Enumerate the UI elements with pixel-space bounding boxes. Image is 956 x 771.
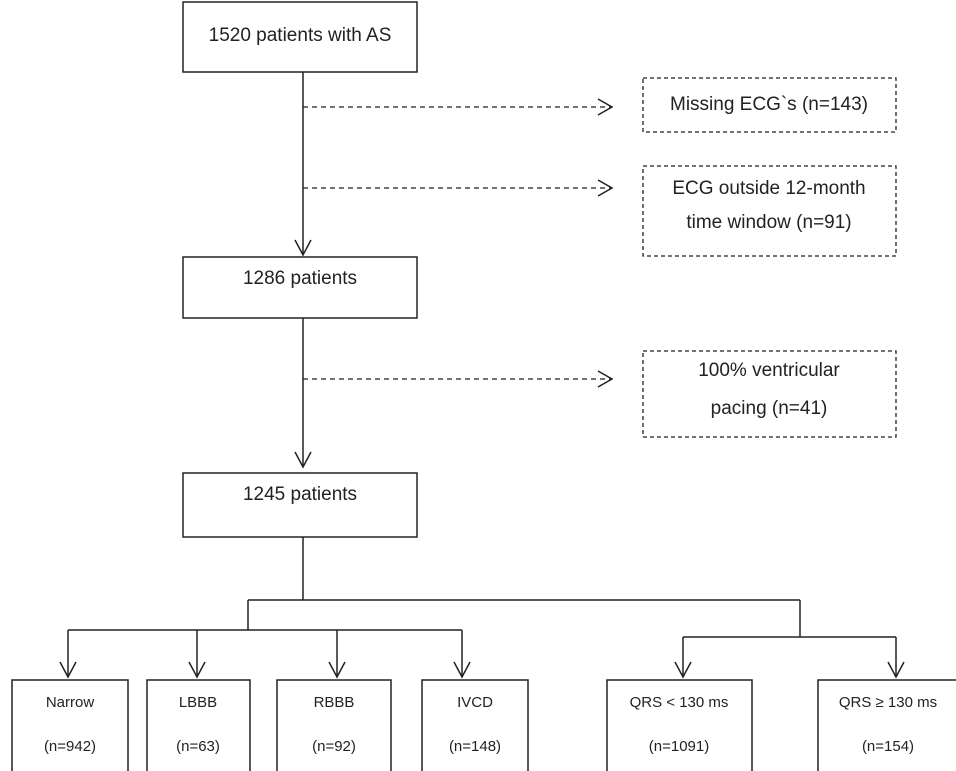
box [182, 256, 418, 319]
node-label: 100% ventricular [698, 360, 840, 381]
node-label: pacing (n=41) [711, 398, 828, 419]
node-label: 1286 patients [243, 268, 357, 289]
arrowhead [597, 179, 614, 197]
connectors [59, 72, 905, 679]
box [146, 679, 251, 771]
arrowhead [887, 661, 905, 679]
exclusion-box [642, 77, 897, 133]
box [606, 679, 753, 771]
node-label: RBBB [314, 694, 355, 711]
arrowhead [294, 239, 312, 257]
node-label: QRS < 130 ms [630, 694, 729, 711]
box [182, 1, 418, 73]
arrowhead [597, 98, 614, 116]
box [817, 679, 956, 771]
arrowhead [59, 661, 77, 679]
node-label: time window (n=91) [686, 212, 851, 233]
exclusion-box [642, 165, 897, 257]
node-label: QRS ≥ 130 ms [839, 694, 937, 711]
arrowhead [674, 661, 692, 679]
node-label: Missing ECG`s (n=143) [670, 94, 868, 115]
node-label: IVCD [457, 694, 493, 711]
node-label: ECG outside 12-month [672, 178, 865, 199]
box [276, 679, 392, 771]
arrowhead [453, 661, 471, 679]
box [182, 472, 418, 538]
node-label: (n=1091) [649, 738, 709, 755]
node-label: 1245 patients [243, 484, 357, 505]
node-label: (n=63) [176, 738, 220, 755]
arrowhead [188, 661, 206, 679]
node-label: Narrow [46, 694, 95, 711]
arrowhead [294, 451, 312, 469]
node-label: LBBB [179, 694, 217, 711]
box [11, 679, 129, 771]
node-label: (n=154) [862, 738, 914, 755]
box [421, 679, 529, 771]
node-label: (n=92) [312, 738, 356, 755]
node-label: (n=942) [44, 738, 96, 755]
exclusion-box [642, 350, 897, 438]
arrowhead [597, 370, 614, 388]
node-label: (n=148) [449, 738, 501, 755]
arrowhead [328, 661, 346, 679]
node-label: 1520 patients with AS [209, 25, 392, 46]
